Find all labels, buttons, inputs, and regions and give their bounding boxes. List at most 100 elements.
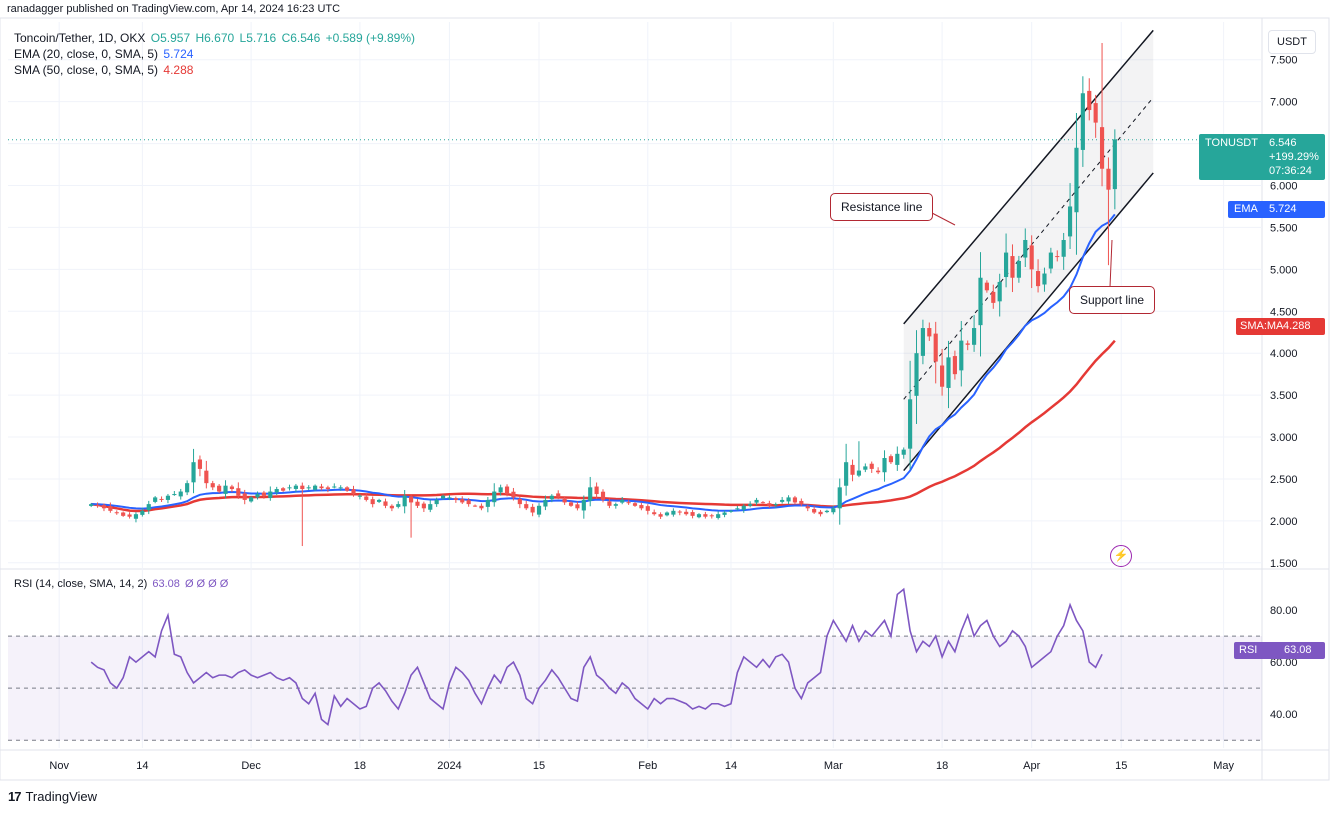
time-tick-label: 18: [936, 760, 948, 772]
candle-body: [504, 486, 510, 495]
sma-tag-value: 4.288: [1283, 320, 1311, 332]
candle-body: [1048, 252, 1053, 269]
candle-body: [735, 508, 740, 510]
candle-body: [351, 489, 356, 495]
candle-body: [1004, 252, 1009, 278]
candle-body: [549, 495, 554, 500]
candle-body: [709, 515, 714, 517]
ohlc-high: H6.670: [195, 31, 235, 45]
candle-body: [716, 514, 721, 518]
candle-body: [281, 488, 286, 491]
candle-body: [408, 496, 414, 503]
candle-body: [153, 497, 158, 502]
channel-fill: [903, 30, 1154, 471]
candle-body: [345, 487, 350, 491]
candle-body: [274, 489, 279, 493]
candle-body: [108, 506, 113, 511]
candle-body: [799, 500, 804, 505]
publisher-line: ranadagger published on TradingView.com,…: [7, 3, 341, 15]
price-tag-symbol: TONUSDT: [1205, 137, 1258, 149]
candle-body: [780, 499, 785, 502]
candle-body: [984, 282, 989, 291]
candle-body: [696, 514, 702, 518]
candle-body: [1093, 103, 1098, 123]
candle-body: [933, 333, 938, 362]
candle-body: [965, 343, 970, 345]
candle-body: [1099, 127, 1105, 169]
candle-body: [1106, 168, 1111, 190]
ohlc-low: L5.716: [239, 31, 277, 45]
candle-body: [485, 499, 490, 507]
channel-median-line: [903, 97, 1154, 400]
candle-body: [1042, 273, 1047, 285]
candle-body: [1112, 139, 1117, 190]
candle-body: [786, 497, 791, 502]
symbol-title: Toncoin/Tether, 1D, OKX: [14, 31, 146, 45]
currency-button[interactable]: USDT: [1268, 30, 1316, 54]
price-tick-label: 4.000: [1270, 348, 1298, 360]
candle-body: [511, 491, 516, 498]
candle-body: [447, 497, 452, 499]
sma-label: SMA (50, close, 0, SMA, 5): [14, 63, 159, 77]
candle-body: [383, 501, 388, 506]
candle-body: [568, 502, 574, 506]
ema-tag: EMA 5.724: [1228, 201, 1325, 218]
candle-body: [114, 512, 119, 514]
time-tick-label: 2024: [437, 760, 461, 772]
candle-body: [818, 511, 823, 515]
candle-body: [498, 487, 503, 493]
time-tick-label: Dec: [241, 760, 261, 772]
candle-body: [479, 505, 484, 509]
candle-body: [869, 463, 874, 469]
resistance-annotation[interactable]: Resistance line: [830, 193, 934, 221]
candle-body: [1023, 240, 1028, 258]
candle-body: [626, 502, 631, 504]
candle-body: [581, 499, 586, 511]
candle-body: [89, 504, 94, 506]
candle-body: [255, 494, 260, 498]
candle-body: [229, 486, 235, 490]
rsi-tag-value: 63.08: [1284, 644, 1312, 656]
candle-body: [370, 499, 375, 505]
support-annotation[interactable]: Support line: [1069, 286, 1156, 314]
lightning-icon[interactable]: ⚡: [1110, 545, 1132, 567]
candle-body: [594, 486, 599, 495]
candle-body: [1010, 256, 1015, 278]
rsi-tick-label: 80.00: [1270, 605, 1298, 617]
candle-body: [1080, 93, 1085, 150]
candle-body: [895, 453, 900, 465]
candle-body: [101, 505, 107, 509]
candle-body: [191, 462, 196, 483]
candle-body: [140, 510, 145, 515]
price-tick-label: 1.500: [1270, 558, 1298, 570]
candle-body: [159, 498, 164, 500]
candle-body: [165, 495, 171, 500]
candle-body: [300, 485, 305, 490]
footer-brand: 17 TradingView: [8, 789, 97, 804]
candle-body: [741, 505, 746, 510]
candle-body: [908, 399, 913, 449]
resistance-line: [903, 29, 1154, 325]
price-tick-label: 7.000: [1270, 97, 1298, 109]
candle-body: [236, 488, 241, 496]
price-tick-label: 2.500: [1270, 474, 1298, 486]
candle-body: [121, 512, 126, 516]
candle-body: [249, 497, 254, 502]
candle-body: [844, 462, 849, 486]
candle-body: [338, 487, 343, 489]
candle-body: [421, 503, 426, 509]
candle-body: [940, 365, 945, 387]
price-tag-price: 6.546: [1269, 137, 1297, 149]
candle-body: [95, 504, 100, 506]
legend-sma-row: SMA (50, close, 0, SMA, 5) 4.288: [14, 63, 193, 78]
price-tag-countdown: 07:36:24: [1269, 165, 1312, 177]
candle-body: [664, 512, 670, 516]
sma-tag: SMA:MA 4.288: [1236, 318, 1325, 335]
price-tick-label: 7.500: [1270, 55, 1298, 67]
time-tick-label: 15: [533, 760, 545, 772]
rsi-value: 63.08: [152, 578, 180, 590]
candle-body: [703, 514, 708, 517]
candle-body: [472, 505, 478, 507]
ema-label: EMA (20, close, 0, SMA, 5): [14, 47, 159, 61]
